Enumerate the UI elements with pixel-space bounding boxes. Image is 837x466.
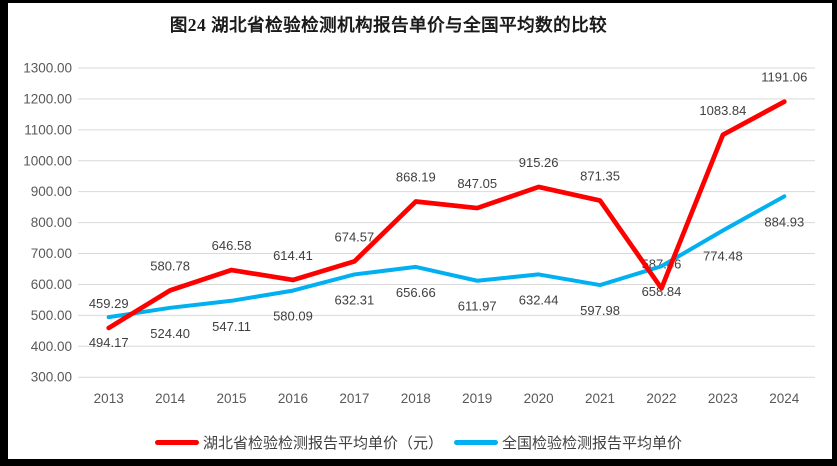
- data-label-national: 580.09: [273, 309, 313, 324]
- y-tick-label: 400.00: [31, 339, 72, 354]
- legend-label-national: 全国检验检测报告平均单价: [502, 435, 683, 452]
- y-tick-label: 1100.00: [24, 122, 72, 137]
- data-label-hubei: 868.19: [396, 170, 436, 185]
- data-label-national: 656.66: [396, 285, 436, 300]
- y-tick-label: 600.00: [31, 277, 72, 292]
- x-tick-label: 2024: [769, 391, 800, 406]
- x-tick-label: 2015: [217, 391, 247, 406]
- legend-item-hubei: 湖北省检验检测报告平均单价（元）: [154, 432, 443, 453]
- chart-legend: 湖北省检验检测报告平均单价（元） 全国检验检测报告平均单价: [0, 432, 837, 453]
- x-tick-label: 2014: [155, 391, 186, 406]
- y-tick-label: 800.00: [31, 215, 72, 230]
- x-tick-label: 2016: [278, 391, 308, 406]
- y-tick-label: 900.00: [31, 184, 72, 199]
- x-tick-label: 2021: [585, 391, 615, 406]
- data-label-hubei: 614.41: [273, 248, 313, 263]
- data-label-national: 884.93: [764, 214, 804, 229]
- x-tick-label: 2013: [94, 391, 124, 406]
- y-tick-label: 300.00: [31, 370, 72, 385]
- data-label-hubei: 459.29: [89, 296, 129, 311]
- data-label-national: 774.48: [703, 248, 743, 263]
- x-tick-label: 2019: [462, 391, 492, 406]
- frame-border-bottom: [0, 459, 837, 466]
- legend-label-hubei: 湖北省检验检测报告平均单价（元）: [202, 435, 443, 452]
- data-label-hubei: 674.57: [334, 229, 374, 244]
- series-line-hubei: [106, 99, 787, 331]
- frame-border-left: [0, 0, 8, 466]
- x-tick-label: 2018: [401, 391, 431, 406]
- data-label-national: 658.84: [642, 284, 682, 299]
- chart-title: 图24 湖北省检验检测机构报告单价与全国平均数的比较: [169, 15, 608, 35]
- frame-border-top: [0, 0, 837, 3]
- data-label-hubei: 1083.84: [699, 103, 746, 118]
- data-label-national: 524.40: [150, 326, 190, 341]
- y-tick-label: 700.00: [31, 246, 72, 261]
- data-label-hubei: 871.35: [580, 169, 620, 184]
- x-tick-label: 2020: [524, 391, 554, 406]
- x-tick-label: 2023: [708, 391, 738, 406]
- y-tick-label: 1300.00: [23, 61, 72, 76]
- data-label-hubei: 580.78: [150, 258, 190, 273]
- frame-border-right: [832, 0, 837, 466]
- y-tick-label: 500.00: [31, 308, 72, 323]
- data-label-national: 494.17: [89, 335, 129, 350]
- y-tick-label: 1200.00: [23, 91, 72, 106]
- data-label-hubei: 646.58: [212, 238, 252, 253]
- data-label-national: 547.11: [212, 319, 251, 334]
- data-label-national: 611.97: [458, 299, 497, 314]
- y-tick-label: 1000.00: [23, 153, 72, 168]
- data-label-hubei: 915.26: [519, 155, 559, 170]
- data-label-national: 632.31: [334, 292, 374, 307]
- data-label-national: 597.98: [580, 303, 620, 318]
- x-tick-label: 2022: [646, 391, 676, 406]
- data-label-hubei: 1191.06: [761, 70, 807, 85]
- legend-line-swatch-red: [154, 440, 199, 445]
- legend-item-national: 全国检验检测报告平均单价: [454, 432, 682, 453]
- data-label-hubei: 847.05: [457, 176, 497, 191]
- series-line-national: [106, 194, 787, 320]
- legend-line-swatch-blue: [454, 440, 498, 445]
- data-label-national: 632.44: [519, 292, 559, 307]
- x-tick-label: 2017: [339, 391, 369, 406]
